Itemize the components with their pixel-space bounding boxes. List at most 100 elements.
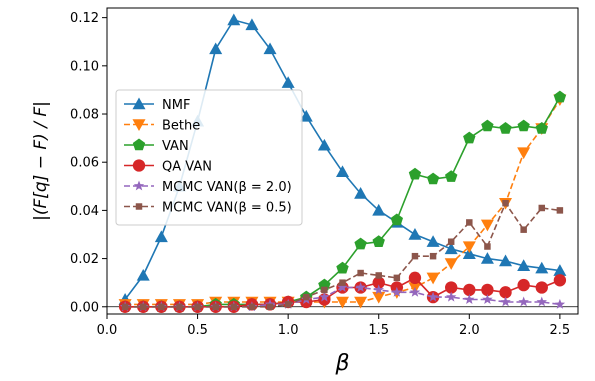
data-point-1-12	[336, 296, 349, 309]
y-tick-label: 0.10	[70, 59, 99, 74]
data-point-5-17	[429, 252, 437, 260]
y-tick-label: 0.04	[70, 204, 99, 219]
data-point-4-22	[518, 296, 529, 307]
data-point-0-13	[354, 187, 368, 199]
data-point-3-23	[535, 281, 548, 294]
x-tick-label: 2.0	[459, 323, 480, 338]
data-point-5-20	[484, 243, 491, 250]
data-point-4-16	[409, 286, 421, 297]
data-point-0-11	[317, 138, 331, 151]
data-point-0-18	[444, 242, 458, 255]
data-point-0-2	[154, 230, 168, 243]
data-point-5-16	[411, 252, 419, 260]
data-point-5-10	[303, 293, 310, 301]
data-point-5-18	[447, 238, 455, 245]
data-point-4-14	[373, 284, 384, 295]
data-point-1-22	[517, 147, 531, 160]
data-point-3-19	[463, 283, 476, 297]
data-point-5-3	[176, 303, 183, 311]
legend-box	[115, 89, 303, 226]
x-axis-label: β	[334, 351, 349, 376]
data-point-4-11	[319, 291, 330, 302]
data-point-0-12	[336, 165, 349, 178]
data-point-0-19	[462, 247, 476, 259]
data-point-0-22	[517, 259, 531, 272]
data-point-2-23	[535, 122, 548, 134]
data-point-2-19	[463, 131, 476, 144]
data-point-0-5	[209, 42, 223, 55]
data-point-3-16	[408, 271, 422, 285]
legend-marker-1	[132, 119, 146, 131]
data-point-4-21	[500, 296, 511, 307]
data-point-1-13	[354, 296, 368, 309]
data-point-5-24	[556, 207, 564, 214]
data-point-5-14	[375, 272, 382, 279]
data-point-0-14	[372, 203, 386, 216]
data-point-3-22	[517, 278, 530, 292]
data-point-2-15	[390, 213, 403, 226]
data-point-3-24	[553, 274, 567, 287]
data-point-5-4	[194, 303, 201, 311]
data-point-4-15	[391, 286, 403, 297]
legend-marker-4	[133, 180, 145, 191]
data-point-2-16	[408, 167, 422, 180]
data-point-5-2	[158, 303, 165, 311]
data-point-2-13	[354, 237, 367, 250]
data-point-2-24	[553, 90, 567, 103]
data-point-3-20	[481, 283, 494, 297]
x-tick-label: 2.5	[550, 323, 571, 338]
data-point-4-24	[554, 298, 566, 309]
data-point-0-21	[499, 254, 513, 267]
legend-item-2: VAN	[124, 138, 189, 154]
data-point-5-1	[139, 303, 147, 311]
data-point-3-14	[372, 276, 385, 289]
y-tick-label: 0.00	[70, 300, 99, 315]
data-point-2-14	[372, 235, 385, 247]
data-point-0-6	[227, 13, 241, 26]
data-point-0-9	[281, 76, 295, 88]
legend-label-4: MCMC VAN(β = 2.0)	[162, 180, 292, 195]
data-point-5-22	[520, 226, 527, 233]
legend-item-3: QA VAN	[124, 159, 212, 175]
y-tick-label: 0.02	[70, 252, 99, 267]
legend-marker-0	[132, 97, 146, 110]
data-point-2-12	[336, 261, 349, 274]
data-point-4-23	[536, 296, 547, 307]
data-point-3-21	[499, 286, 512, 299]
data-point-4-12	[337, 282, 348, 292]
legend: NMF Bethe VAN QA VAN MCMC VAN(β = 2.0) MCMC V…	[115, 89, 303, 226]
data-point-5-23	[538, 204, 546, 212]
data-point-2-17	[426, 172, 440, 185]
data-point-4-20	[482, 294, 493, 304]
data-point-5-19	[466, 219, 473, 226]
data-point-2-21	[499, 122, 512, 134]
x-tick-label: 0.0	[97, 323, 118, 338]
ticks-layer: 0.0 0.5 1.0 1.5 2.0 2.5 0.00 0.02 0.04 0.06 0.08 0.…	[70, 11, 570, 338]
data-point-1-18	[444, 258, 458, 270]
data-point-1-14	[372, 291, 386, 304]
data-point-0-16	[408, 227, 422, 240]
data-point-5-5	[212, 303, 219, 311]
x-tick-label: 0.5	[187, 323, 208, 338]
data-point-0-17	[426, 235, 440, 247]
data-point-5-21	[502, 199, 509, 207]
data-point-2-18	[445, 170, 458, 182]
legend-label-2: VAN	[162, 139, 189, 154]
y-axis-label-text: |(F[q] − F) / F|	[31, 101, 51, 221]
data-point-0-23	[535, 261, 549, 274]
legend-label-1: Bethe	[162, 119, 200, 134]
data-point-4-13	[355, 282, 366, 292]
legend-item-0: NMF	[124, 97, 190, 113]
series-5	[121, 199, 564, 311]
data-point-2-22	[517, 119, 530, 132]
data-point-5-0	[121, 303, 129, 311]
data-point-5-12	[339, 279, 346, 286]
legend-marker-2	[132, 138, 146, 151]
data-point-0-1	[136, 268, 150, 281]
y-tick-label: 0.06	[70, 156, 99, 171]
series-layer	[107, 13, 578, 313]
data-point-2-20	[481, 119, 494, 132]
data-point-0-7	[245, 18, 259, 31]
legend-marker-5	[135, 203, 143, 210]
